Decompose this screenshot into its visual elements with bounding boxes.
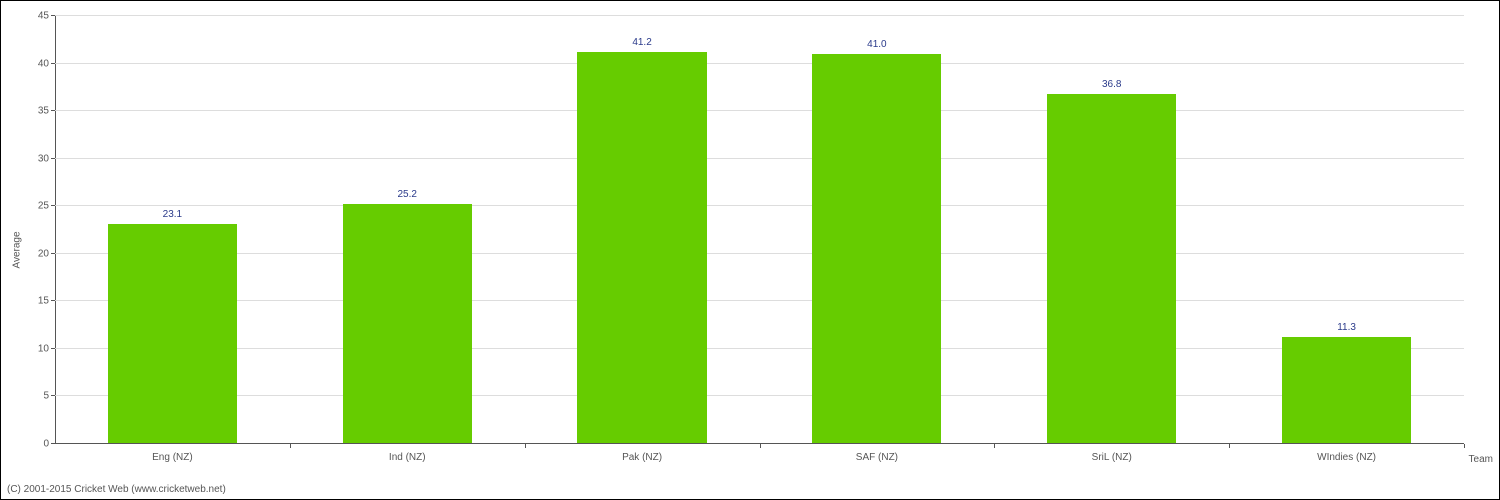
bar-slot: 36.8 (994, 16, 1229, 444)
x-tick-mark (525, 444, 526, 448)
y-tick-label: 15 (38, 296, 55, 307)
y-tick-label: 25 (38, 201, 55, 212)
y-tick-label: 10 (38, 343, 55, 354)
footer-text: (C) 2001-2015 Cricket Web (www.cricketwe… (7, 484, 226, 495)
x-axis-title: Team (1469, 454, 1493, 465)
bar-slot: 41.2 (525, 16, 760, 444)
bar-slot: 23.1 (55, 16, 290, 444)
y-tick-label: 35 (38, 106, 55, 117)
y-tick-label: 30 (38, 153, 55, 164)
x-tick-label: SAF (NZ) (856, 444, 898, 463)
bar: 11.3 (1282, 337, 1411, 444)
x-axis-line (55, 443, 1464, 444)
bar: 41.0 (812, 54, 941, 444)
value-label: 41.0 (812, 39, 941, 54)
bar: 41.2 (577, 52, 706, 444)
y-tick-label: 40 (38, 58, 55, 69)
y-axis-title: Average (12, 231, 23, 268)
value-label: 23.1 (108, 209, 237, 224)
x-tick-label: Pak (NZ) (622, 444, 662, 463)
y-tick-label: 5 (43, 391, 55, 402)
plot-area: 051015202530354045 23.1Eng (NZ)25.2Ind (… (55, 16, 1464, 444)
bar-slot: 41.0 (760, 16, 995, 444)
x-tick-mark (290, 444, 291, 448)
value-label: 36.8 (1047, 79, 1176, 94)
bar: 36.8 (1047, 94, 1176, 444)
value-label: 41.2 (577, 37, 706, 52)
bars-group: 23.1Eng (NZ)25.2Ind (NZ)41.2Pak (NZ)41.0… (55, 16, 1464, 444)
chart-container: Average Team 051015202530354045 23.1Eng … (0, 0, 1500, 500)
value-label: 25.2 (343, 189, 472, 204)
x-tick-label: Eng (NZ) (152, 444, 193, 463)
x-tick-mark (1229, 444, 1230, 448)
x-tick-mark (760, 444, 761, 448)
bar-slot: 25.2 (290, 16, 525, 444)
x-tick-label: Ind (NZ) (389, 444, 426, 463)
x-tick-mark (1464, 444, 1465, 448)
y-tick-label: 20 (38, 248, 55, 259)
x-tick-label: SriL (NZ) (1092, 444, 1132, 463)
x-tick-mark (994, 444, 995, 448)
value-label: 11.3 (1282, 322, 1411, 337)
y-tick-label: 45 (38, 11, 55, 22)
bar-slot: 11.3 (1229, 16, 1464, 444)
x-tick-label: WIndies (NZ) (1317, 444, 1376, 463)
bar: 25.2 (343, 204, 472, 444)
bar: 23.1 (108, 224, 237, 444)
y-tick-label: 0 (43, 439, 55, 450)
